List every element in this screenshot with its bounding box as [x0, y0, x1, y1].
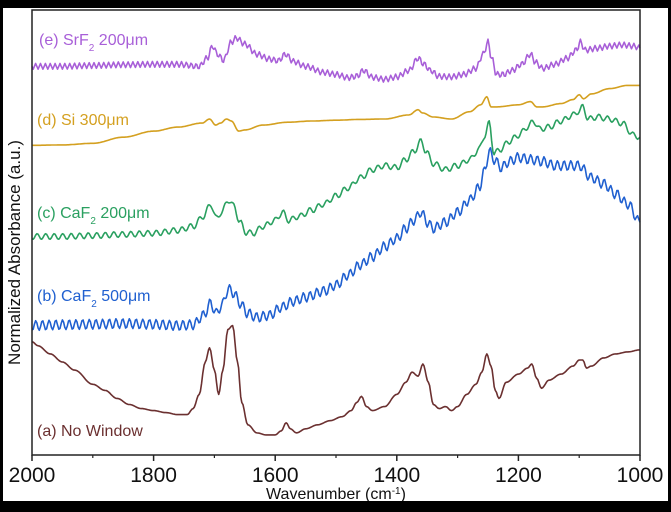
series-label-main: (b) CaF	[37, 288, 91, 305]
series-layer	[31, 35, 641, 436]
series-labels: (e) SrF2 200μm(d) Si 300μm(c) CaF2 200μm…	[37, 32, 150, 440]
x-tick-label: 1800	[130, 464, 177, 487]
x-tick-label: 1600	[252, 464, 299, 487]
x-tick-label: 2000	[9, 464, 56, 487]
series-label-end: 500μm	[97, 288, 151, 305]
x-axis-title-end: )	[401, 486, 406, 501]
series-line-e-srf	[31, 35, 641, 83]
x-axis-title-main: Wavenumber (cm	[266, 486, 392, 501]
x-axis-ticks: 2000 1800 1600 1400 1200 1000	[9, 455, 664, 487]
series-label-end: 200μm	[94, 32, 148, 49]
series-label-end: 200μm	[96, 205, 150, 222]
series-line-d-si-300-m	[32, 84, 640, 147]
x-axis-title-sup: -1	[392, 486, 401, 497]
x-tick-label: 1400	[373, 464, 420, 487]
series-line-a-no-window	[31, 324, 640, 436]
ftir-spectra-chart: (e) SrF2 200μm(d) Si 300μm(c) CaF2 200μm…	[5, 9, 664, 502]
x-tick-label: 1200	[495, 464, 542, 487]
series-label-subscript: 2	[89, 43, 95, 54]
series-line-c-caf	[31, 103, 641, 240]
figure-canvas: (e) SrF2 200μm (d) Si 300μm (c) CaF2 200μm…	[3, 8, 668, 501]
x-axis-title: Wavenumber (cm-1)	[266, 486, 406, 502]
series-label: (e) SrF2 200μm	[39, 32, 148, 54]
series-label-main: (c) CaF	[37, 205, 91, 222]
series-label: (a) No Window	[37, 423, 143, 440]
y-axis-title: Normalized Absorbance (a.u.)	[5, 140, 24, 365]
series-label: (c) CaF2 200μm	[37, 205, 150, 227]
series-label-main: (e) SrF	[39, 32, 89, 49]
series-line-b-caf	[31, 147, 641, 332]
series-label: (b) CaF2 500μm	[37, 288, 150, 310]
x-tick-label: 1000	[617, 464, 664, 487]
series-label-subscript: 2	[90, 216, 96, 227]
series-label-main: (a) No Window	[37, 423, 143, 440]
series-label: (d) Si 300μm	[37, 112, 129, 129]
series-label-main: (d) Si 300μm	[37, 112, 129, 129]
series-label-subscript: 2	[91, 299, 97, 310]
